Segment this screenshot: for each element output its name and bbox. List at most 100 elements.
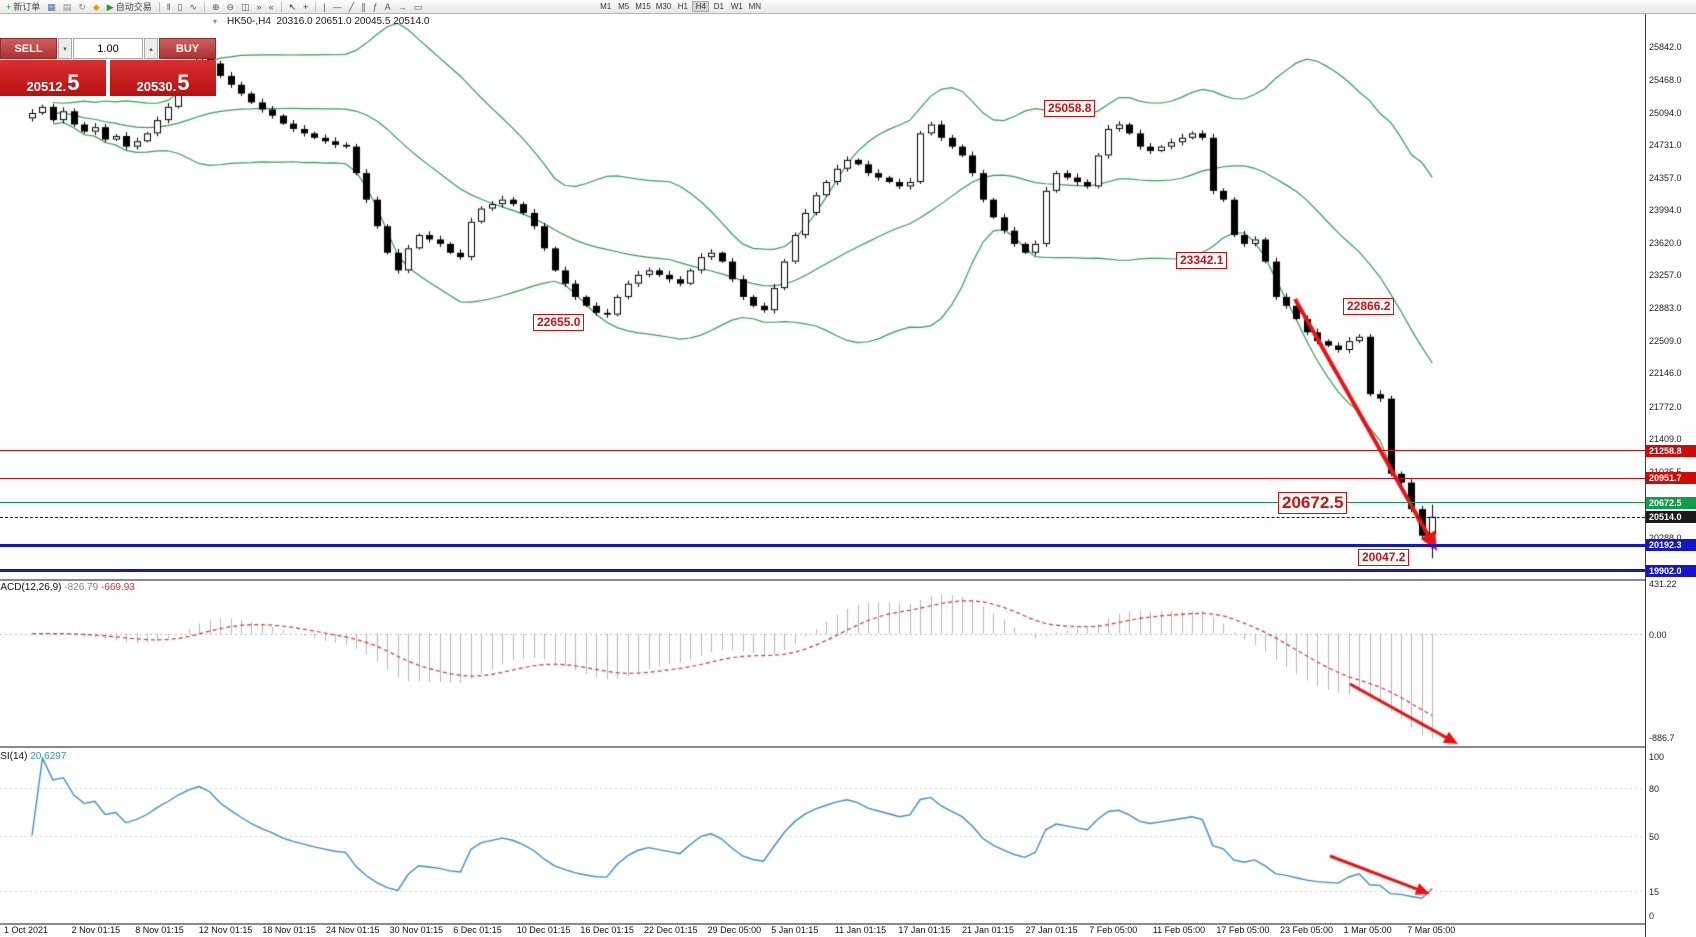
price-level-line[interactable] [0,450,1645,451]
vertical-line-icon-glyph: | [323,1,326,12]
time-label: 17 Feb 05:00 [1216,925,1270,935]
buy-button[interactable]: BUY [159,38,216,59]
bar-chart-icon[interactable]: ‖ [164,1,174,13]
volume-up-icon[interactable]: ▴ [144,38,158,59]
trade-panel-top-row: SELL ▾ ▴ BUY [0,38,216,59]
timeframe-m5-button[interactable]: M5 [618,2,630,11]
rsi-scale-label: 100 [1649,751,1665,762]
fibonacci-icon-glyph: ƒ [372,1,378,12]
timeframe-m30-button[interactable]: M30 [655,2,672,11]
sell-price[interactable]: 20512. 5 [0,60,106,96]
price-level-line[interactable] [0,502,1645,503]
volume-input[interactable] [73,38,143,59]
price-callout: 25058.8 [1044,100,1096,117]
chart-shift-icon[interactable]: « [266,1,277,13]
channel-icon[interactable]: ∥ [358,1,369,13]
timeframe-mn-button[interactable]: MN [748,2,762,11]
time-axis[interactable]: 1 Oct 2021 2 Nov 01:15 8 Nov 01:15 12 Nov 0… [0,925,1645,937]
new-order-button[interactable]: + 新订单 [3,1,43,13]
price-level-line[interactable] [0,517,1645,518]
tile-windows-icon[interactable]: ◫ [238,1,253,13]
macd-scale-label: 431.22 [1649,579,1677,590]
price-tick-label: 25842.0 [1649,41,1682,52]
price-tick-label: 20288.0 [1649,532,1682,543]
time-axis-separator [0,923,1696,925]
macd-indicator-label: MACD(12,26,9) -826.79 -669.93 [0,582,135,593]
channel-icon-glyph: ∥ [361,1,366,12]
buy-price[interactable]: 20530. 5 [110,60,216,96]
price-chart-canvas[interactable] [0,0,1645,937]
timeframe-h4-button[interactable]: H4 [692,1,710,12]
horizontal-line-icon[interactable]: ― [330,1,345,13]
time-label: 24 Nov 01:15 [326,925,380,935]
time-label: 21 Jan 01:15 [962,925,1015,935]
sell-price-pip: 5 [67,70,80,95]
time-label: 17 Jan 01:15 [898,925,951,935]
vertical-line-icon[interactable]: | [320,1,328,13]
price-callout: 22655.0 [533,314,585,331]
buy-price-main: 20530. [136,79,177,94]
time-label: 11 Jan 01:15 [834,925,887,935]
crosshair-icon[interactable]: + [300,1,311,13]
auto-scroll-icon[interactable]: » [254,1,265,13]
price-level-line[interactable] [0,569,1645,572]
timeframe-w1-button[interactable]: W1 [730,2,743,11]
timeframe-m15-button[interactable]: M15 [635,2,651,11]
zoom-out-icon-glyph: ⊖ [226,1,235,12]
rsi-scale-label: 15 [1649,887,1660,898]
price-tick-label: 24731.0 [1649,139,1682,150]
cursor-icon[interactable]: ↖ [286,1,300,13]
auto-trading-glyph: ▶ [106,1,114,12]
macd-value-signal: -669.93 [100,582,135,593]
timeframe-h1-button[interactable]: H1 [677,2,688,11]
rsi-scale-label: 80 [1649,783,1660,794]
refresh-icon[interactable]: ↻ [75,1,89,13]
bar-chart-icon-glyph: ‖ [166,1,171,12]
rsi-name: RSI(14) [0,751,28,762]
price-level-line[interactable] [0,478,1645,479]
rsi-scale-label: 50 [1649,831,1660,842]
zoom-in-icon[interactable]: ⊕ [209,1,223,13]
volume-down-icon[interactable]: ▾ [58,38,72,59]
profiles-icon[interactable]: ▤ [60,1,75,13]
text-icon[interactable]: A [382,1,394,13]
chart-shift-icon-glyph: « [268,1,274,12]
fibonacci-icon[interactable]: ƒ [370,1,381,13]
macd-scale-label: -886.7 [1649,733,1675,744]
time-label: 5 Jan 01:15 [771,925,819,935]
new-order-glyph: + [6,1,12,12]
time-label: 22 Dec 01:15 [644,925,698,935]
price-line-scale-label: 20192.3 [1646,539,1696,552]
price-tick-label: 23257.0 [1649,270,1682,281]
tile-windows-icon-glyph: ◫ [241,1,250,12]
timeframe-d1-button[interactable]: D1 [713,2,724,11]
arrows-tool-icon[interactable]: → [395,1,410,13]
price-scale[interactable]: 25842.0 25468.0 25094.0 24731.0 24357.0 23994… [1645,14,1696,937]
price-callout: 23342.1 [1176,252,1228,269]
text-icon-glyph: A [384,1,391,12]
sell-price-main: 20512. [26,79,67,94]
price-tick-label: 22146.0 [1649,368,1682,379]
price-level-line[interactable] [0,544,1645,547]
one-click-trading-panel: SELL ▾ ▴ BUY 20512.5 20530.5 [0,38,216,96]
price-callout: 20672.5 [1278,492,1348,514]
timeframe-m1-button[interactable]: M1 [600,2,612,11]
toolbar-separator [203,1,205,12]
alerts-icon[interactable]: ◆ [90,1,103,13]
rsi-panel-separator[interactable] [0,746,1696,748]
time-label: 11 Feb 05:00 [1152,925,1206,935]
macd-panel-separator[interactable] [0,579,1696,581]
macd-value-main: -826.79 [64,582,99,593]
toolbar-separator [158,1,160,12]
price-tick-label: 21772.0 [1649,401,1682,412]
zoom-out-icon[interactable]: ⊖ [223,1,237,13]
price-tick-label: 23994.0 [1649,205,1682,216]
candlestick-chart-icon[interactable]: ▯ [174,1,185,13]
chart-window-icon[interactable]: ▦ [44,1,59,13]
sell-button[interactable]: SELL [0,38,57,59]
shapes-icon[interactable]: ▭ [411,1,426,13]
line-chart-icon[interactable]: ∿ [186,1,200,13]
trendline-icon[interactable]: ╱ [346,1,357,13]
one-click-collapse-icon[interactable]: ▾ [213,17,218,26]
auto-trading-button[interactable]: ▶ 自动交易 [104,1,155,13]
